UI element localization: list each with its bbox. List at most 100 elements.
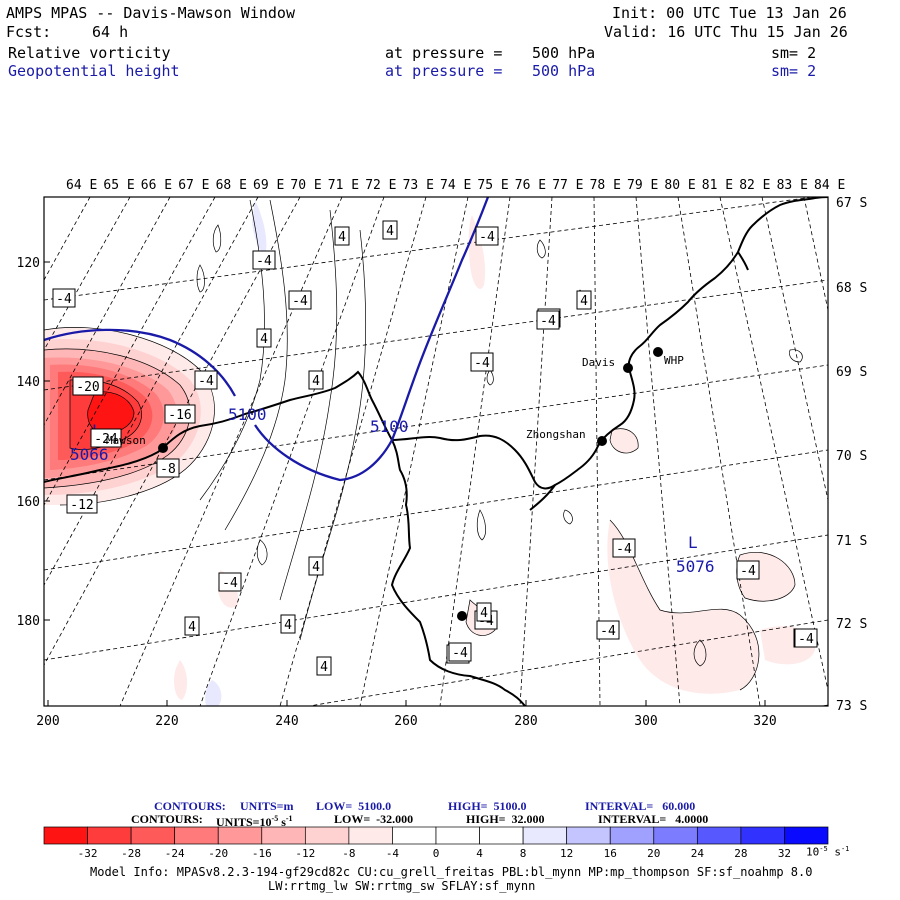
vorticity-label: -4 xyxy=(798,632,814,647)
field2-level-value: 500 hPa xyxy=(532,62,596,80)
latitude-label: 73 S xyxy=(836,699,867,714)
vorticity-label: -4 xyxy=(452,646,468,661)
field2-smooth: sm= 2 xyxy=(771,62,817,80)
left-axis-ticks: 120 140 160 180 xyxy=(17,256,50,629)
height-label: 5100 xyxy=(228,405,267,424)
colorbar-label: 8 xyxy=(520,847,527,860)
vorticity-label: -4 xyxy=(198,374,214,389)
x-tick-label: 200 xyxy=(36,714,59,729)
bottom-axis-ticks: 200 220 240 260 280 300 320 xyxy=(36,700,777,729)
vorticity-label-box xyxy=(612,538,636,558)
longitude-label: 69 E xyxy=(253,178,284,193)
legend-line2-prefix: CONTOURS: xyxy=(131,812,203,826)
legend-line2-units: UNITS=10-5 s-1 xyxy=(216,814,293,829)
legend-line1-high: HIGH= 5100.0 xyxy=(448,799,527,813)
colorbar-bin xyxy=(479,826,524,845)
longitude-label: 84 E xyxy=(814,178,845,193)
field2-level-text: at pressure = xyxy=(385,62,503,80)
vorticity-labels: 4 4 -4 -4 -4 -4 -4 4 4 4 -4 -20 -4 -16 -24 -8 -12 -4 4 4 4 4 -… xyxy=(52,220,818,676)
vorticity-label: -4 xyxy=(256,254,272,269)
longitude-label: 77 E xyxy=(552,178,583,193)
longitude-label: 65 E xyxy=(103,178,134,193)
x-tick-label: 220 xyxy=(155,714,178,729)
station-label: Davis xyxy=(582,356,615,369)
vorticity-label: -4 xyxy=(616,542,632,557)
vorticity-label-box xyxy=(164,404,196,424)
vorticity-label-box xyxy=(308,370,324,390)
longitude-label: 73 E xyxy=(403,178,434,193)
x-tick-label: 260 xyxy=(394,714,417,729)
vorticity-label: -24 xyxy=(94,432,118,447)
vorticity-label-box xyxy=(184,616,200,636)
vorticity-label-box xyxy=(72,376,104,396)
vorticity-label-box xyxy=(475,226,499,246)
colorbar-label: 24 xyxy=(691,847,705,860)
legend-line1-low: LOW= 5100.0 xyxy=(316,799,392,813)
colorbar-bin xyxy=(43,826,88,845)
colorbar-label: -24 xyxy=(165,847,185,860)
colorbar-label: -8 xyxy=(342,847,355,860)
model-info-line2: LW:rrtmg_lw SW:rrtmg_sw SFLAY:sf_mynn xyxy=(268,879,536,893)
colorbar-bin xyxy=(696,826,742,845)
legend-line1-units: UNITS=m xyxy=(240,799,294,813)
longitude-label: 76 E xyxy=(515,178,546,193)
station-marker xyxy=(597,436,607,446)
station-marker xyxy=(457,611,467,621)
y-tick-label: 180 xyxy=(17,614,40,629)
x-tick-label: 280 xyxy=(514,714,537,729)
colorbar-bin xyxy=(174,826,219,845)
vorticity-label: 4 xyxy=(386,224,394,239)
vorticity-label-box xyxy=(156,458,180,478)
longitude-label: 79 E xyxy=(627,178,658,193)
colorbar-label: 32 xyxy=(778,847,791,860)
vorticity-label: 4 xyxy=(580,294,588,309)
colorbar-label: -16 xyxy=(252,847,272,860)
colorbar-bin xyxy=(130,826,176,845)
colorbar-bin xyxy=(435,826,480,845)
longitude-label: 71 E xyxy=(328,178,359,193)
y-tick-label: 140 xyxy=(17,375,40,390)
vorticity-label-box xyxy=(316,656,332,676)
height-labels: 5100 5100 5066 5076 L L xyxy=(70,405,715,576)
x-tick-label: 320 xyxy=(753,714,776,729)
legend-line1-prefix: CONTOURS: xyxy=(154,799,226,813)
vorticity-label: -4 xyxy=(479,230,495,245)
forecast-label: Fcst: xyxy=(6,23,52,41)
latitude-label: 69 S xyxy=(836,365,867,380)
right-latitude-labels: 67 S 68 S 69 S 70 S 71 S 72 S 73 S xyxy=(836,196,867,714)
colorbar-bin xyxy=(784,826,829,845)
station-marker xyxy=(653,347,663,357)
longitude-label: 68 E xyxy=(216,178,247,193)
forecast-hour: 64 h xyxy=(92,23,129,41)
vorticity-label: -20 xyxy=(76,380,99,395)
vorticity-label-box xyxy=(576,290,592,310)
station-label: Mawson xyxy=(106,434,146,447)
colorbar-bin xyxy=(348,826,393,845)
vorticity-label-box xyxy=(288,290,312,310)
vorticity-label-box xyxy=(596,620,620,640)
vorticity-label: -4 xyxy=(222,576,238,591)
vorticity-label: 4 xyxy=(320,660,328,675)
height-label: 5066 xyxy=(70,445,109,464)
vorticity-label-box xyxy=(448,642,472,662)
low-marker: L xyxy=(688,533,698,552)
colorbar-bin xyxy=(740,826,785,845)
vorticity-label: -12 xyxy=(70,498,93,513)
colorbar-bin xyxy=(392,826,437,845)
vorticity-label-box xyxy=(66,494,98,514)
colorbar-label: 16 xyxy=(604,847,617,860)
colorbar-bin xyxy=(653,826,698,845)
longitude-label: 75 E xyxy=(477,178,508,193)
longitude-label: 81 E xyxy=(702,178,733,193)
vorticity-label-box xyxy=(794,628,818,648)
latitude-label: 71 S xyxy=(836,534,867,549)
colorbar-bin xyxy=(304,826,350,845)
vorticity-label: -4 xyxy=(740,564,756,579)
station-label: Zhongshan xyxy=(526,428,586,441)
station-marker xyxy=(623,363,633,373)
colorbar-label: -32 xyxy=(78,847,98,860)
field1-level-text: at pressure = xyxy=(385,44,503,62)
vorticity-label-box xyxy=(470,352,494,372)
latitude-label: 68 S xyxy=(836,281,867,296)
